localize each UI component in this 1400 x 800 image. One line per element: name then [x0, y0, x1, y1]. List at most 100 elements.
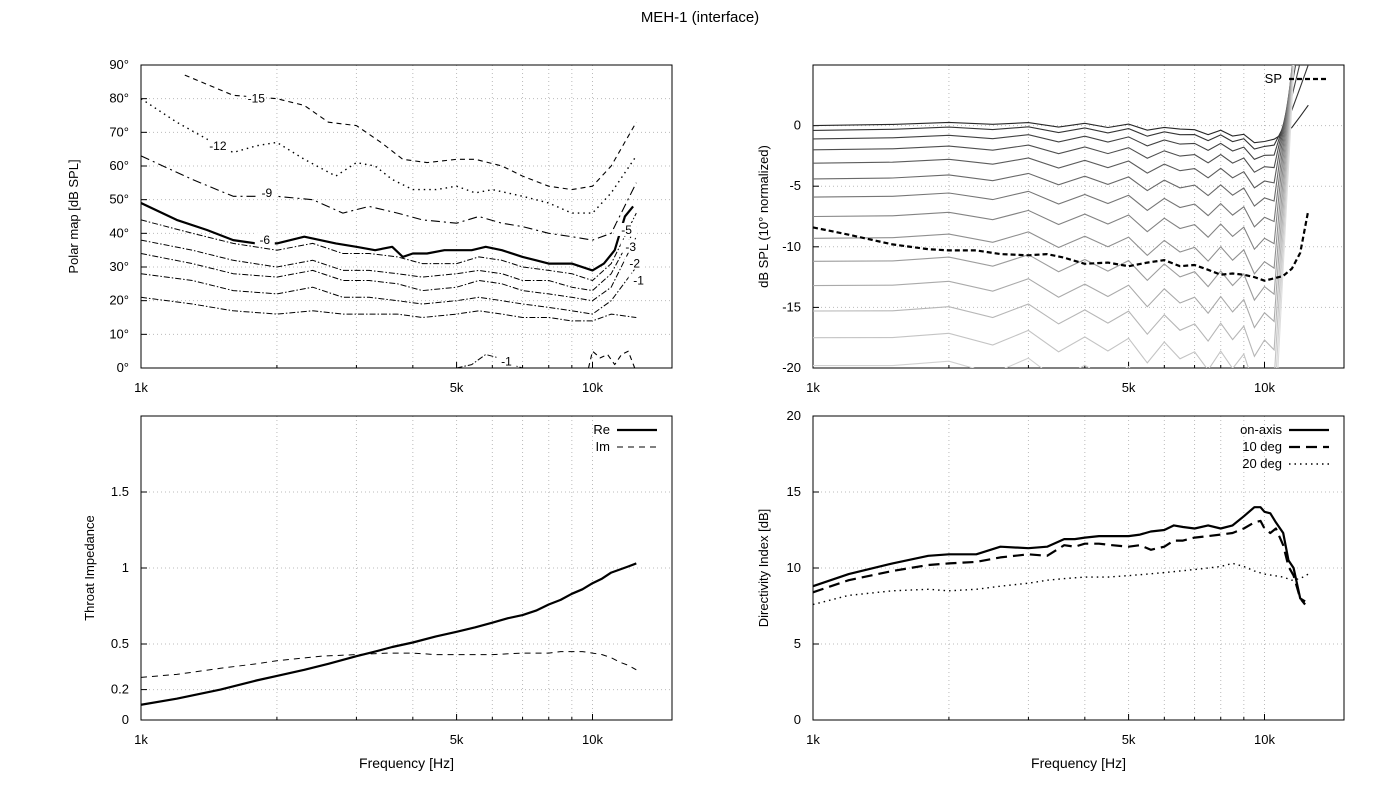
impedance-series-Re — [141, 562, 637, 706]
di-panel: 1k 5k 10k 0 5 10 15 20 Directivity Index [dB] Fre… — [756, 408, 1345, 771]
spl-family-curve — [813, 65, 1309, 150]
spl-y-axis-label: dB SPL (10° normalized) — [756, 145, 771, 288]
polar-series--5 — [141, 212, 637, 281]
spl-family-curve — [813, 65, 1294, 329]
impedance-y-axis-label: Throat Impedance — [82, 515, 97, 621]
polar-contour-label-bg — [207, 138, 228, 152]
impedance-plot-area — [141, 562, 637, 706]
di-y-tick-label: 10 — [787, 560, 801, 575]
spl-legend-label: SP — [1265, 71, 1282, 86]
polar-y-tick-label: 40° — [109, 225, 129, 240]
polar-series--3 — [141, 226, 637, 292]
spl-y-tick-label: -15 — [782, 299, 801, 314]
polar-x-tick-label: 5k — [450, 380, 464, 395]
polar-contour-label-bg — [624, 256, 645, 270]
spl-y-tick-label: 0 — [794, 118, 801, 133]
di-y-tick-label: 5 — [794, 636, 801, 651]
polar-contour-label: -5 — [621, 223, 632, 237]
spl-family-curve — [813, 104, 1309, 144]
di-y-tick-label: 0 — [794, 712, 801, 727]
polar-series--6 — [141, 202, 634, 272]
di-y-tick-label: 15 — [787, 484, 801, 499]
spl-x-tick-label: 10k — [1254, 380, 1275, 395]
impedance-x-tick-label: 5k — [450, 732, 464, 747]
polar-y-tick-label: 70° — [109, 124, 129, 139]
polar-contour-label-bg — [628, 273, 649, 287]
polar-series--9 — [141, 155, 637, 241]
di-y-tick-label: 20 — [787, 408, 801, 423]
spl-family-curve — [813, 65, 1293, 251]
impedance-y-tick-label: 1.5 — [111, 484, 129, 499]
polar-y-tick-label: 50° — [109, 192, 129, 207]
spl-family-curve — [813, 65, 1294, 207]
spl-family-curve — [1277, 65, 1295, 368]
di-x-axis-label: Frequency [Hz] — [1031, 755, 1126, 771]
spl-y-tick-label: -10 — [782, 239, 801, 254]
spl-family-curve — [813, 65, 1301, 160]
spl-y-tick-label: -5 — [789, 178, 801, 193]
di-plot-area — [813, 506, 1309, 606]
spl-plot-area — [813, 65, 1310, 368]
polar-y-tick-label: 90° — [109, 57, 129, 72]
polar-contour-label-bg — [254, 233, 275, 247]
polar-contour-label: -12 — [209, 139, 227, 153]
polar-contour-label: -6 — [259, 233, 270, 247]
impedance-x-tick-label: 1k — [134, 732, 148, 747]
polar-y-tick-label: 0° — [117, 360, 129, 375]
spl-x-tick-label: 5k — [1122, 380, 1136, 395]
polar-x-tick-label: 1k — [134, 380, 148, 395]
spl-panel: 1k 5k 10k -20 -15 -10 -5 0 dB SPL (10° normalize… — [756, 64, 1345, 395]
spl-family-curve — [813, 65, 1294, 368]
polar-series--12 — [141, 98, 637, 214]
polar-contour-label: -1 — [633, 273, 644, 287]
di-series-10-deg — [813, 519, 1306, 606]
spl-family-curve — [813, 65, 1295, 368]
polar-contour-label-bg — [246, 91, 267, 105]
polar-contour-label-bg — [620, 239, 641, 253]
polar-y-tick-label: 80° — [109, 91, 129, 106]
di-legend-label: 20 deg — [1242, 456, 1282, 471]
spl-family-curve — [813, 65, 1293, 275]
spl-family-curve — [813, 65, 1295, 189]
spl-series-SP — [813, 210, 1310, 282]
spl-family-curve — [813, 65, 1297, 173]
polar-panel: 1k 5k 10k 0° 10° 20° 30° 40° 50° 60° 70° 80° 90° Pola… — [66, 57, 673, 395]
di-y-axis-label: Directivity Index [dB] — [756, 509, 771, 628]
polar-contour-label: -2 — [629, 257, 640, 271]
polar-x-tick-label: 10k — [582, 380, 603, 395]
polar-series-extra — [587, 350, 636, 368]
di-legend-label: 10 deg — [1242, 439, 1282, 454]
impedance-x-tick-label: 10k — [582, 732, 603, 747]
spl-family-curve — [813, 65, 1293, 228]
polar-contour-label-bg — [496, 354, 517, 368]
spl-family-curve — [813, 65, 1293, 302]
polar-y-tick-label: 10° — [109, 326, 129, 341]
spl-x-tick-label: 1k — [806, 380, 820, 395]
di-x-tick-label: 1k — [806, 732, 820, 747]
polar-y-axis-label: Polar map [dB SPL] — [66, 159, 81, 273]
impedance-panel: 1k 5k 10k 0 0.2 0.5 1 1.5 Throat Impedance Freque… — [82, 415, 673, 771]
spl-family-curve — [813, 65, 1294, 358]
polar-series--2 — [141, 236, 637, 302]
di-x-tick-label: 5k — [1122, 732, 1136, 747]
polar-series--1b — [141, 296, 637, 322]
impedance-legend-label: Re — [593, 422, 610, 437]
polar-contour-label: -9 — [262, 186, 273, 200]
polar-series--15 — [184, 74, 637, 191]
di-x-tick-label: 10k — [1254, 732, 1275, 747]
di-legend-label: on-axis — [1240, 422, 1282, 437]
polar-contour-label: -15 — [248, 92, 266, 106]
di-series-20-deg — [813, 562, 1309, 606]
polar-axes-frame — [140, 64, 673, 369]
polar-contour-label-bg — [256, 185, 277, 199]
impedance-y-tick-label: 0.2 — [111, 682, 129, 697]
di-series-on-axis — [813, 506, 1306, 603]
polar-plot-area: -15 -12 -9 -6 -5 -3 -2 -1 -1 — [141, 74, 649, 368]
polar-y-tick-label: 60° — [109, 158, 129, 173]
page-title: MEH-1 (interface) — [640, 9, 760, 26]
impedance-y-tick-label: 0 — [122, 712, 129, 727]
polar-contour-label-bg — [616, 222, 637, 236]
impedance-y-tick-label: 0.5 — [111, 636, 129, 651]
